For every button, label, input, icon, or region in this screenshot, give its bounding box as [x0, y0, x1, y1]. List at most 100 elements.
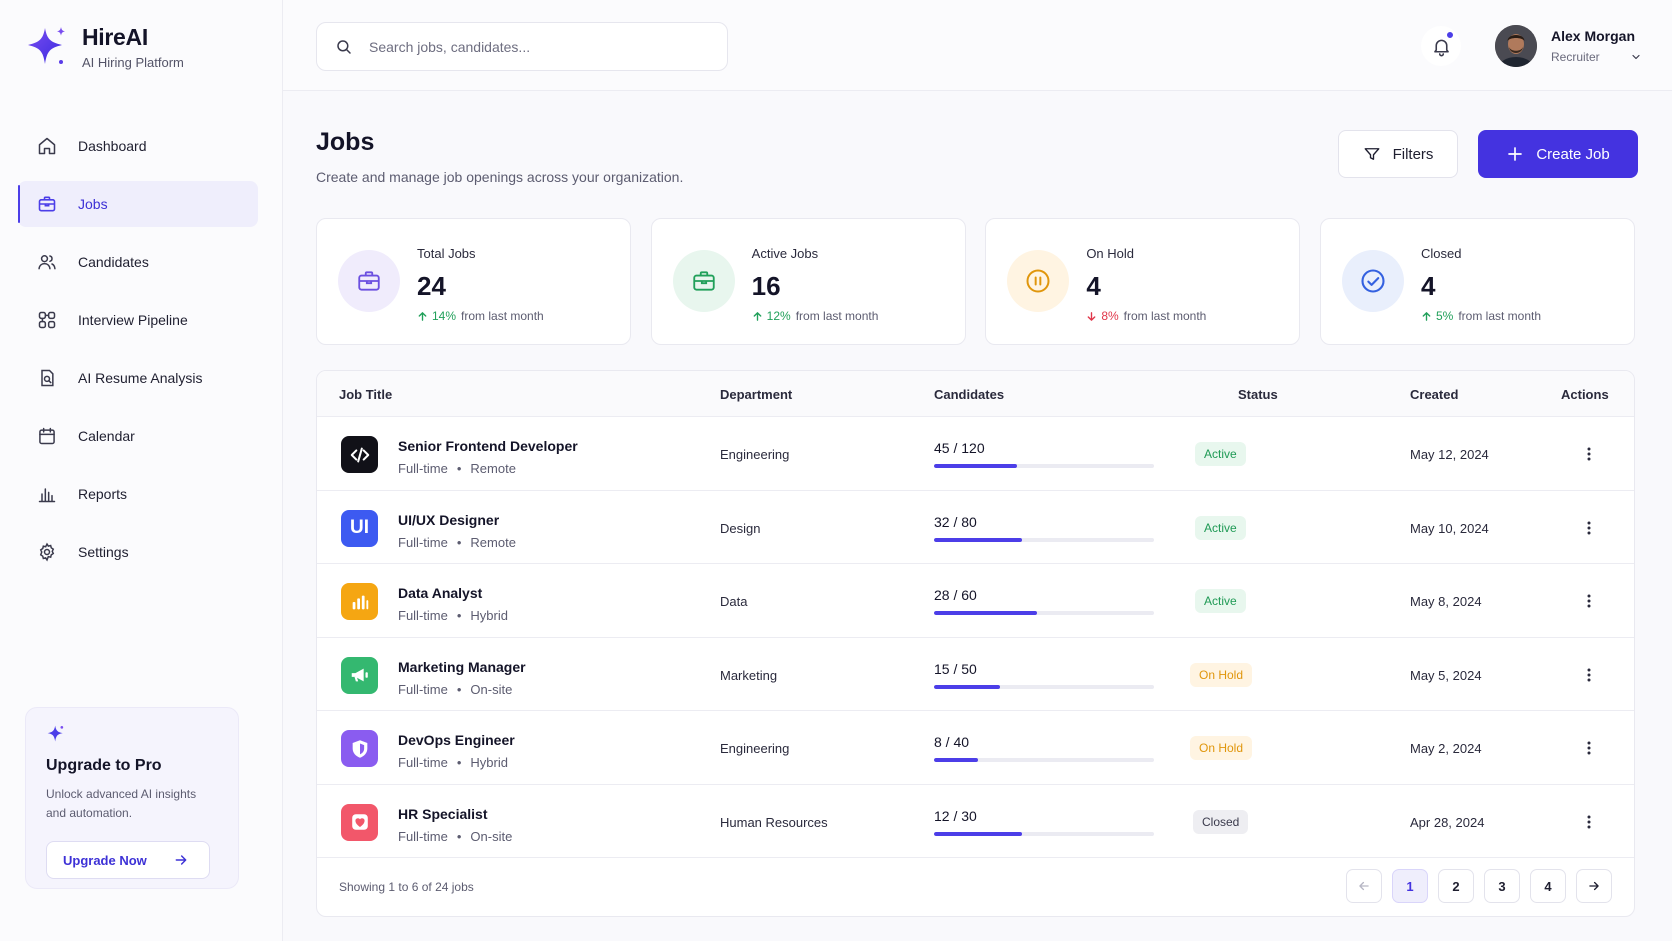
- users-icon: [36, 251, 58, 273]
- arrow-down-icon: [1087, 311, 1096, 321]
- row-actions-button[interactable]: [1577, 516, 1601, 540]
- briefcase-icon: [672, 250, 735, 312]
- stat-value: 24: [417, 271, 446, 301]
- table-row[interactable]: Data Analyst Full-time • Hybrid Data 28 / …: [317, 564, 1634, 638]
- candidates-progress-fill: [934, 758, 978, 762]
- candidates-progress: [934, 611, 1154, 615]
- row-actions-button[interactable]: [1577, 810, 1601, 834]
- job-title[interactable]: Marketing Manager: [398, 658, 526, 675]
- column-header-candidates[interactable]: Candidates: [934, 387, 1005, 402]
- sidebar-item-candidates[interactable]: Candidates: [18, 239, 258, 285]
- ui-badge-text: UI: [350, 517, 369, 538]
- bar-chart-icon: [36, 483, 58, 505]
- stat-value: 4: [1420, 271, 1436, 301]
- search-input[interactable]: [369, 38, 689, 55]
- arrow-up-icon: [1422, 311, 1431, 321]
- job-location: Remote: [470, 534, 516, 550]
- calendar-icon: [36, 425, 58, 447]
- pipeline-icon: [36, 309, 58, 331]
- sidebar-item-calendar[interactable]: Calendar: [18, 413, 258, 459]
- sidebar-item-label: AI Resume Analysis: [78, 370, 203, 386]
- pagination-page-3[interactable]: 3: [1484, 869, 1520, 903]
- filters-button[interactable]: Filters: [1338, 130, 1458, 178]
- pagination-page-1[interactable]: 1: [1392, 869, 1428, 903]
- table-row[interactable]: UI UI/UX Designer Full-time • Remote Desig…: [317, 491, 1634, 564]
- home-icon: [36, 135, 58, 157]
- create-job-button[interactable]: Create Job: [1478, 130, 1638, 178]
- user-name: Alex Morgan: [1551, 28, 1636, 44]
- job-created-date: Apr 28, 2024: [1410, 814, 1485, 830]
- row-actions-button[interactable]: [1577, 736, 1601, 760]
- more-vertical-icon: [1587, 521, 1591, 534]
- stat-label: Total Jobs: [417, 246, 476, 261]
- candidates-count: 15 / 50: [934, 660, 977, 677]
- row-actions-button[interactable]: [1577, 442, 1601, 466]
- job-type: Full-time: [398, 681, 448, 697]
- job-type: Full-time: [398, 461, 448, 476]
- table-row[interactable]: DevOps Engineer Full-time • Hybrid Enginee…: [317, 711, 1634, 785]
- column-header-job-title[interactable]: Job Title: [339, 387, 393, 402]
- candidates-count: 45 / 120: [934, 440, 985, 456]
- candidates-count: 12 / 30: [934, 807, 977, 824]
- candidates-progress: [934, 684, 1154, 689]
- filter-icon: [1364, 148, 1380, 160]
- column-header-department[interactable]: Department: [720, 387, 793, 402]
- check-circle-icon: [1341, 250, 1404, 312]
- stat-delta-percent: 5%: [1435, 309, 1454, 323]
- status-badge: Active: [1195, 515, 1246, 540]
- column-header-created[interactable]: Created: [1410, 387, 1459, 402]
- job-meta: Full-time • Remote: [398, 534, 516, 550]
- pagination-next-button[interactable]: [1576, 869, 1612, 903]
- sidebar-item-reports[interactable]: Reports: [18, 471, 258, 517]
- sidebar-item-label: Candidates: [78, 254, 149, 270]
- job-title[interactable]: HR Specialist: [398, 805, 488, 822]
- job-title[interactable]: Data Analyst: [398, 585, 483, 601]
- job-title[interactable]: DevOps Engineer: [398, 732, 515, 748]
- stat-delta: 8% from last month: [1086, 309, 1206, 323]
- candidates-progress: [934, 537, 1154, 542]
- table-row[interactable]: Marketing Manager Full-time • On-site Mark…: [317, 638, 1634, 711]
- pagination-page-4[interactable]: 4: [1530, 869, 1566, 903]
- stat-delta-percent: 14%: [432, 309, 457, 323]
- sidebar-item-interview-pipeline[interactable]: Interview Pipeline: [18, 297, 258, 343]
- more-vertical-icon: [1587, 815, 1591, 828]
- bell-icon: [1433, 39, 1449, 56]
- filters-label: Filters: [1392, 145, 1434, 163]
- document-search-icon: [36, 367, 58, 389]
- shield-icon: [341, 730, 378, 767]
- job-department: Engineering: [720, 447, 790, 462]
- table-row[interactable]: Senior Frontend Developer Full-time • Remo…: [317, 417, 1634, 491]
- brand-logo[interactable]: HireAI AI Hiring Platform: [26, 24, 184, 70]
- briefcase-icon: [338, 250, 400, 312]
- sidebar-item-dashboard[interactable]: Dashboard: [18, 123, 258, 169]
- column-header-status[interactable]: Status: [1238, 387, 1278, 402]
- sidebar-item-label: Reports: [78, 486, 128, 502]
- row-actions-button[interactable]: [1577, 663, 1601, 687]
- job-type: Full-time: [398, 534, 448, 550]
- candidates-cell: 15 / 50: [934, 661, 1154, 689]
- stat-card-on-hold: On Hold 4 8% from last month: [985, 218, 1301, 345]
- pagination-page-2[interactable]: 2: [1438, 869, 1474, 903]
- sidebar-item-jobs[interactable]: Jobs: [18, 181, 258, 227]
- stat-delta: 14% from last month: [417, 309, 544, 323]
- job-title[interactable]: UI/UX Designer: [398, 511, 500, 528]
- sidebar-item-label: Interview Pipeline: [78, 312, 188, 328]
- notifications-button[interactable]: [1421, 26, 1461, 66]
- create-job-label: Create Job: [1536, 145, 1610, 163]
- plus-icon: [1508, 147, 1523, 161]
- row-actions-button[interactable]: [1577, 589, 1601, 613]
- sidebar-item-ai-resume-analysis[interactable]: AI Resume Analysis: [18, 355, 258, 401]
- stat-delta: 12% from last month: [752, 309, 878, 323]
- pagination-prev-button[interactable]: [1346, 869, 1382, 903]
- sidebar-item-settings[interactable]: Settings: [18, 529, 258, 575]
- stat-delta: 5% from last month: [1421, 309, 1541, 323]
- top-bar: Alex Morgan Recruiter: [283, 0, 1672, 91]
- more-vertical-icon: [1587, 447, 1591, 461]
- job-title[interactable]: Senior Frontend Developer: [398, 438, 578, 454]
- table-row[interactable]: HR Specialist Full-time • On-site Human Re…: [317, 785, 1634, 858]
- upgrade-now-button[interactable]: Upgrade Now: [46, 841, 210, 879]
- search-box[interactable]: [316, 22, 728, 71]
- candidates-count: 28 / 60: [934, 587, 977, 603]
- user-menu[interactable]: Alex Morgan Recruiter: [1495, 25, 1642, 67]
- status-badge: On Hold: [1190, 736, 1253, 760]
